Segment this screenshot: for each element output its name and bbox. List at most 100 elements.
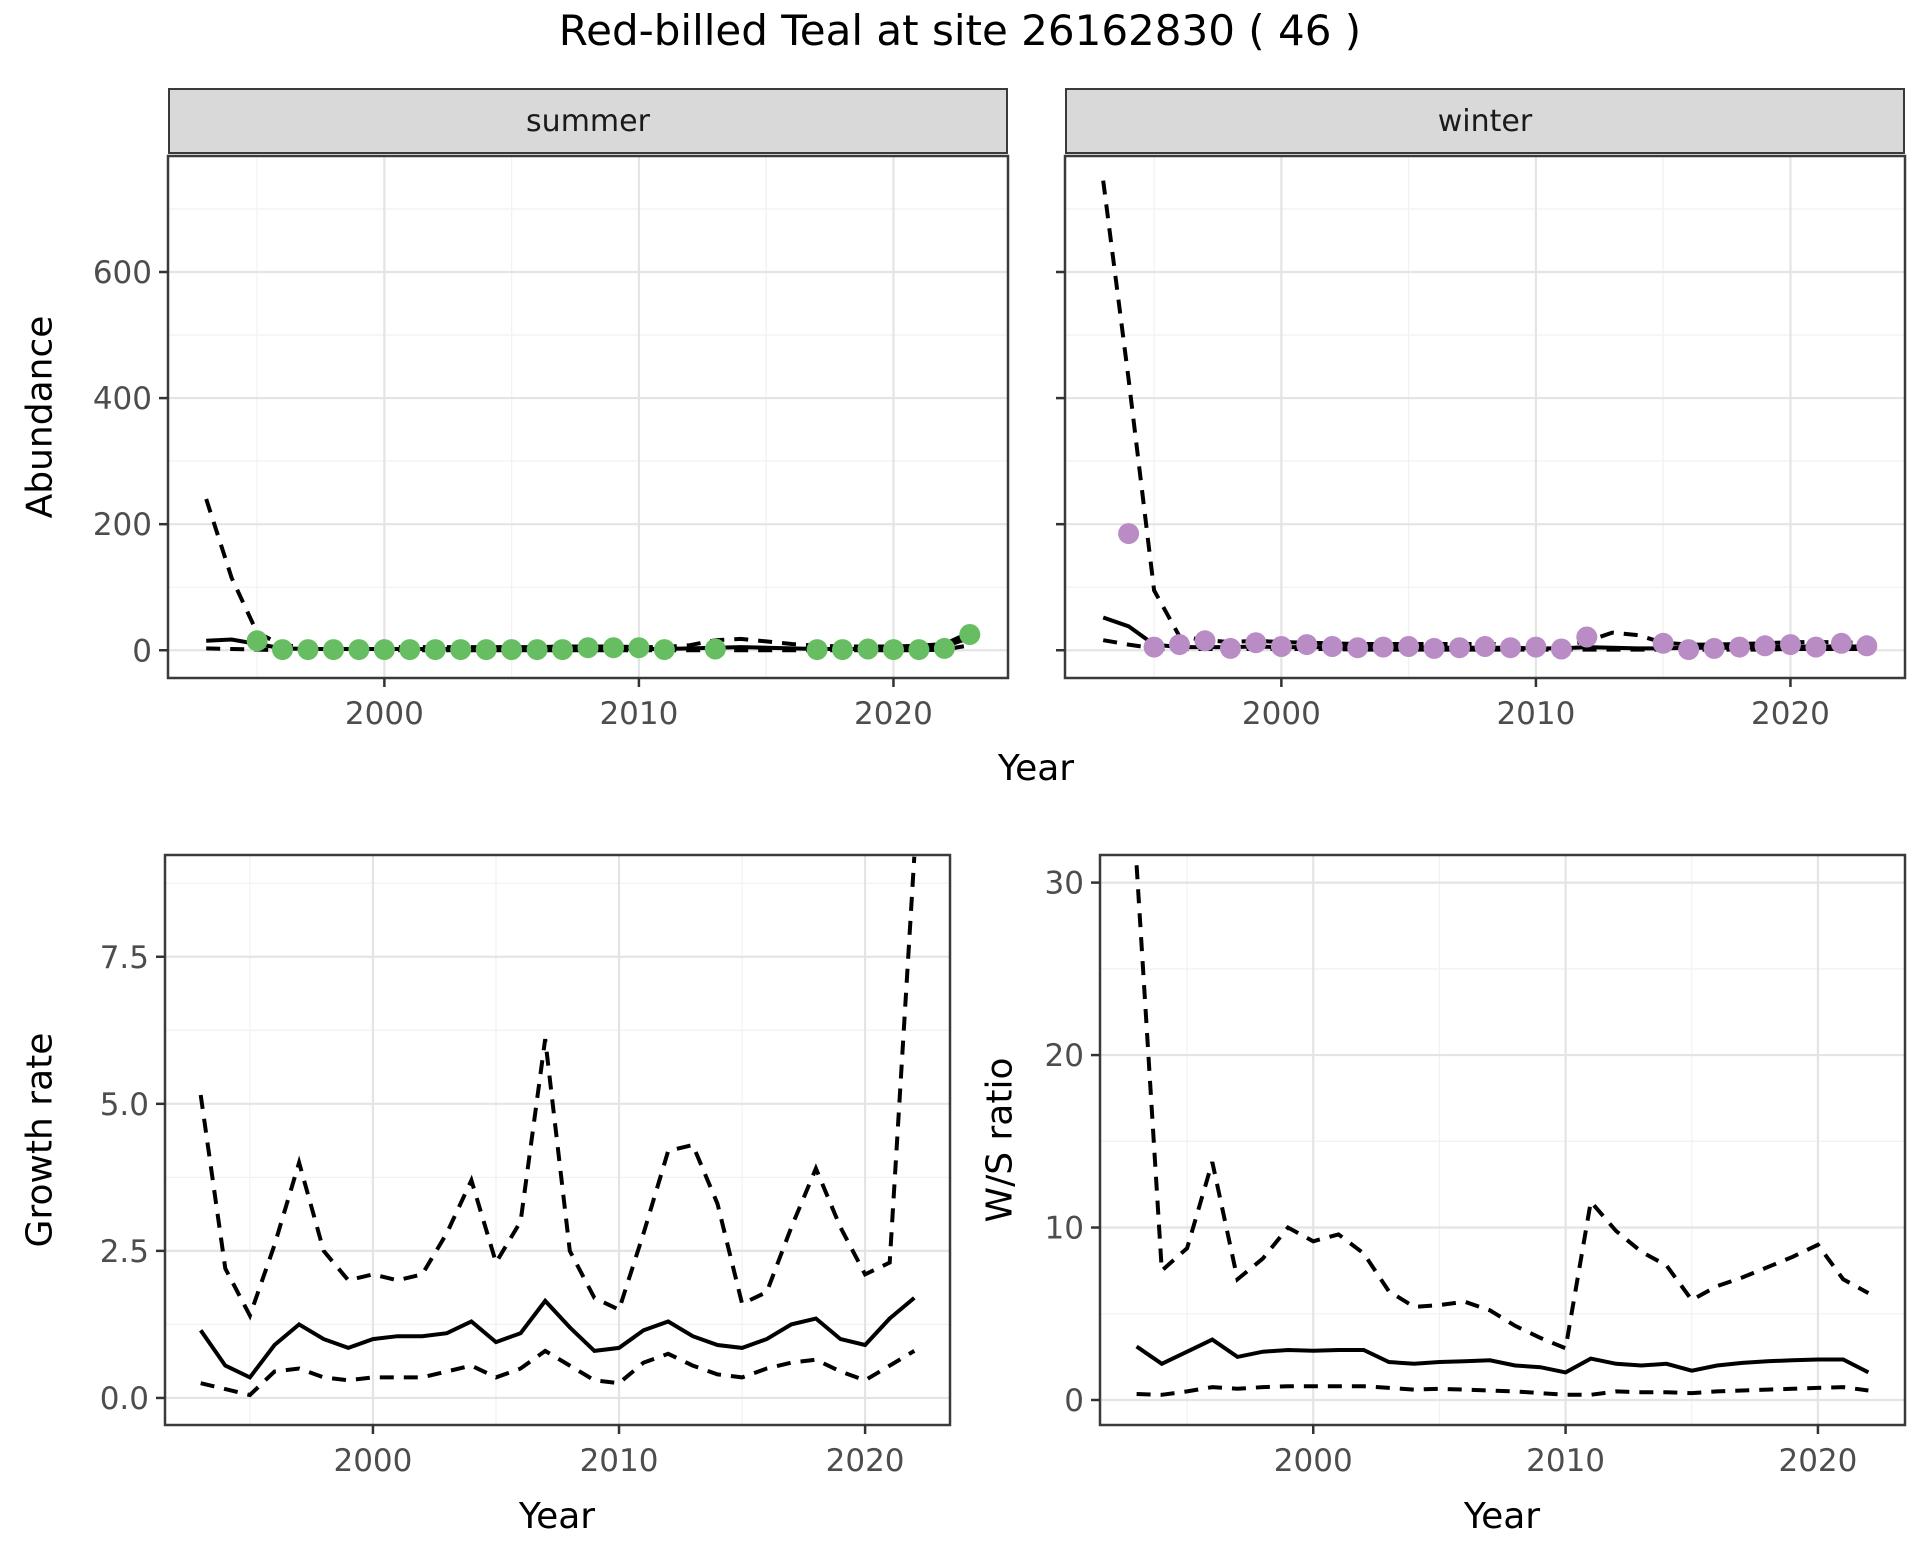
observation-point [1754,635,1776,657]
x-tick-label: 2010 [1496,696,1575,732]
y-tick-label: 7.5 [100,940,149,976]
x-tick-label: 2000 [345,696,424,732]
series-median [199,1296,916,1380]
y-tick-label: 0.0 [100,1381,149,1417]
observation-point [1347,637,1369,659]
y-tick-label: 400 [93,381,152,417]
x-tick-label: 2000 [333,1443,412,1479]
series-upper-95ci [1134,865,1870,1352]
y-tick-label: 2.5 [100,1234,149,1270]
observation-point [1423,637,1445,659]
panel-border [166,154,1010,680]
axis-ticks: 2000 2010 2020 [1056,270,1830,732]
observation-point [1372,636,1394,658]
facet-strip-winter-label: winter [1437,103,1533,139]
panel-border [1063,154,1907,680]
axis-ticks: 2000 2010 2020 0 200 400 600 [93,255,933,732]
panel-abundance-winter: 2000 2010 2020 [1056,154,1907,732]
facet-strip-winter: winter [1065,88,1905,154]
y-tick-label: 30 [1045,866,1084,902]
x-axis-title-growth-rate: Year [518,1496,596,1537]
observation-point [832,639,853,661]
observation-point [1245,632,1267,654]
observation-point [806,639,828,661]
observation-point [1500,637,1521,659]
y-tick-label: 5.0 [100,1087,149,1123]
facet-strip-summer: summer [168,88,1008,154]
observation-point [501,639,523,661]
x-tick-label: 2010 [599,696,678,732]
observation-point [1220,637,1241,659]
series-lower-95ci [200,1348,916,1398]
observation-point [959,624,981,645]
observation-point [933,637,955,659]
observation-point [1805,636,1827,658]
y-axis-title-growth-rate: Growth rate [19,1032,61,1248]
observation-point [603,637,624,659]
observation-point [704,638,726,660]
observation-point [1474,636,1496,657]
x-axis-title-ws-ratio: Year [1463,1496,1541,1537]
observation-point [1398,636,1420,657]
observation-point [653,639,675,661]
gridlines [165,855,950,1425]
x-axis-title-top: Year [997,748,1075,789]
observation-point [1729,636,1750,658]
observation-point [1270,636,1292,657]
series-lines [1101,180,1878,661]
observation-point [857,638,879,660]
observation-point [475,639,497,661]
x-tick-label: 2020 [1778,1443,1857,1479]
observation-point [1652,632,1674,654]
observation-point [348,639,370,661]
observation-point [552,639,573,661]
observation-point [1525,636,1547,658]
y-axis-title-ws-ratio: W/S ratio [979,1057,1021,1223]
x-tick-label: 2020 [1751,696,1830,732]
panel-growth-rate: 2000 2010 2020 0.0 2.5 5.0 7.5 [100,853,952,1479]
observation-points [1118,523,1878,661]
series-lines [1134,865,1870,1397]
observation-point [1143,636,1165,658]
y-tick-label: 200 [93,507,152,543]
x-tick-label: 2010 [580,1443,659,1479]
figure-title: Red-billed Teal at site 26162830 ( 46 ) [558,6,1362,55]
observation-point [1296,634,1318,656]
observation-point [1550,638,1572,660]
observation-point [1780,634,1801,656]
panel-abundance-summer: 2000 2010 2020 0 200 400 600 [93,154,1010,732]
series-median [1135,1337,1870,1375]
observation-point [1169,634,1190,656]
series-lower-95ci [1136,1384,1869,1397]
y-tick-label: 10 [1045,1211,1084,1247]
series-lines [198,856,917,1398]
observation-point [577,637,599,659]
y-tick-label: 0 [132,633,152,669]
panel-border [1098,853,1907,1427]
observation-point [526,639,548,661]
observation-point [1449,637,1470,659]
axis-ticks: 2000 2010 2020 0 10 20 30 [1045,866,1858,1479]
observation-point [1576,626,1598,648]
gridlines [1100,855,1905,1425]
x-tick-label: 2020 [854,696,933,732]
observation-point [1321,636,1343,657]
x-tick-label: 2000 [1274,1443,1353,1479]
observation-point [323,639,344,661]
observation-point [883,639,904,661]
observation-point [1856,635,1878,657]
x-tick-label: 2020 [826,1443,905,1479]
series-upper-95ci [198,856,917,1321]
observation-points [246,624,981,661]
observation-point [272,639,293,661]
observation-point [1678,639,1700,661]
observation-point [246,630,268,652]
observation-point [1194,630,1216,652]
observation-point [424,639,446,661]
observation-point [1703,637,1725,659]
series-lines [204,498,981,661]
observation-point [628,637,650,659]
observation-point [373,639,395,661]
